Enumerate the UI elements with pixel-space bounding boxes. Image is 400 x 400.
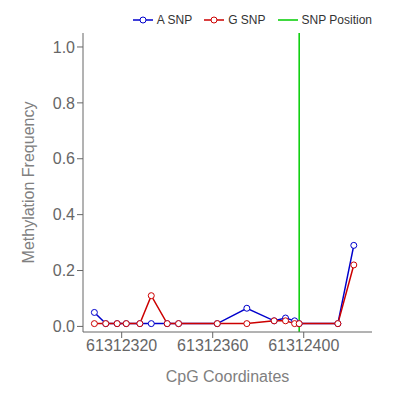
html-text:G SNP: G SNP [228,13,266,27]
svg-text:0.8: 0.8 [53,95,75,112]
svg-text:1.0: 1.0 [53,39,75,56]
svg-text:61312400: 61312400 [268,337,339,354]
html-text:SNP Position: SNP Position [301,13,372,27]
svg-text:61312360: 61312360 [177,337,248,354]
svg-text:CpG Coordinates: CpG Coordinates [166,368,290,385]
html-text:A SNP: A SNP [156,13,193,27]
svg-text:0.0: 0.0 [53,318,75,335]
svg-text:Methylation Frequency: Methylation Frequency [20,102,37,264]
svg-text:0.2: 0.2 [53,262,75,279]
svg-text:0.6: 0.6 [53,150,75,167]
svg-text:0.4: 0.4 [53,206,75,223]
svg-text:61312320: 61312320 [86,337,157,354]
